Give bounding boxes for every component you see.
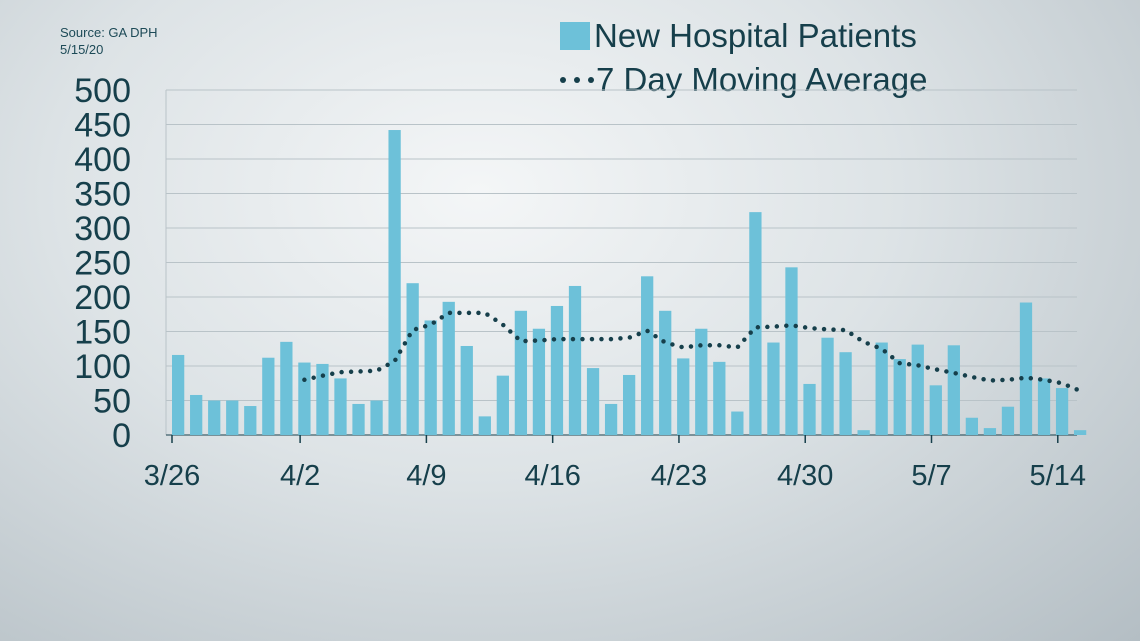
bar: [622, 374, 636, 435]
bar: [803, 383, 816, 435]
bar: [893, 359, 906, 435]
bar: [388, 130, 401, 435]
x-tick-label: 3/26: [144, 460, 200, 492]
bar: [370, 400, 383, 435]
bar: [334, 378, 347, 435]
bar: [460, 345, 473, 435]
bar: [1019, 302, 1033, 435]
legend-item-line: 7 Day Moving Average: [560, 58, 927, 102]
x-tick-label: 4/23: [651, 460, 707, 492]
x-tick-label: 4/9: [406, 460, 446, 492]
bar: [785, 267, 798, 435]
bar: [641, 276, 654, 435]
legend-item-bars: New Hospital Patients: [560, 14, 927, 58]
y-tick-label: 350: [74, 176, 131, 214]
bar: [767, 342, 780, 435]
bar: [352, 403, 365, 435]
chart-legend: New Hospital Patients 7 Day Moving Avera…: [560, 14, 927, 102]
bar: [659, 310, 672, 435]
bar: [677, 358, 690, 435]
bar: [316, 363, 329, 435]
bar: [262, 357, 275, 435]
bar: [442, 301, 455, 435]
bar: [568, 285, 582, 435]
x-tick-label: 4/30: [777, 460, 833, 492]
bar: [875, 342, 888, 435]
bar: [172, 354, 185, 435]
y-tick-label: 200: [74, 279, 131, 317]
bar: [496, 375, 509, 435]
bar: [514, 310, 528, 435]
bar: [911, 344, 924, 435]
bar: [298, 362, 311, 435]
bar: [208, 400, 221, 435]
x-tick-label: 4/2: [280, 460, 320, 492]
bar: [280, 341, 293, 435]
bar: [1001, 406, 1015, 435]
bar: [424, 320, 437, 435]
y-tick-label: 0: [112, 417, 131, 455]
bar: [532, 328, 546, 435]
bar: [947, 345, 960, 435]
bar: [226, 400, 239, 435]
bar: [1055, 388, 1069, 435]
bar: [550, 305, 564, 435]
bar: [749, 212, 762, 435]
y-tick-label: 400: [74, 141, 131, 179]
x-tick-label: 4/16: [524, 460, 580, 492]
y-tick-label: 50: [93, 383, 131, 421]
y-tick-label: 250: [74, 245, 131, 283]
source-date: 5/15/20: [60, 42, 104, 57]
y-tick-label: 150: [74, 314, 131, 352]
source-note: Source: GA DPH 5/15/20: [60, 24, 158, 58]
moving-average-line: [302, 310, 1083, 394]
x-tick-label: 5/7: [911, 460, 951, 492]
bar: [983, 428, 997, 435]
bar: [821, 337, 834, 435]
bar: [731, 411, 744, 435]
bar: [604, 403, 618, 435]
x-tick-label: 5/14: [1030, 460, 1086, 492]
bar: [244, 406, 257, 435]
legend-dotted-line-swatch: [560, 77, 596, 83]
source-label: Source: GA DPH: [60, 25, 158, 40]
bar: [586, 368, 600, 435]
bar: [839, 352, 852, 435]
bar: [857, 430, 870, 435]
y-tick-label: 300: [74, 210, 131, 248]
bar: [190, 394, 203, 435]
legend-bar-swatch: [560, 22, 590, 50]
bar: [1037, 378, 1051, 435]
bar: [695, 328, 708, 435]
bar: [1073, 430, 1087, 435]
legend-label-bars: New Hospital Patients: [594, 17, 917, 54]
y-tick-label: 500: [74, 72, 131, 110]
bar: [965, 417, 979, 435]
bar: [929, 385, 942, 435]
bar: [478, 416, 491, 435]
bar: [406, 283, 419, 435]
legend-label-line: 7 Day Moving Average: [596, 61, 928, 98]
y-tick-label: 450: [74, 107, 131, 145]
bar: [713, 361, 726, 435]
y-tick-label: 100: [74, 348, 131, 386]
